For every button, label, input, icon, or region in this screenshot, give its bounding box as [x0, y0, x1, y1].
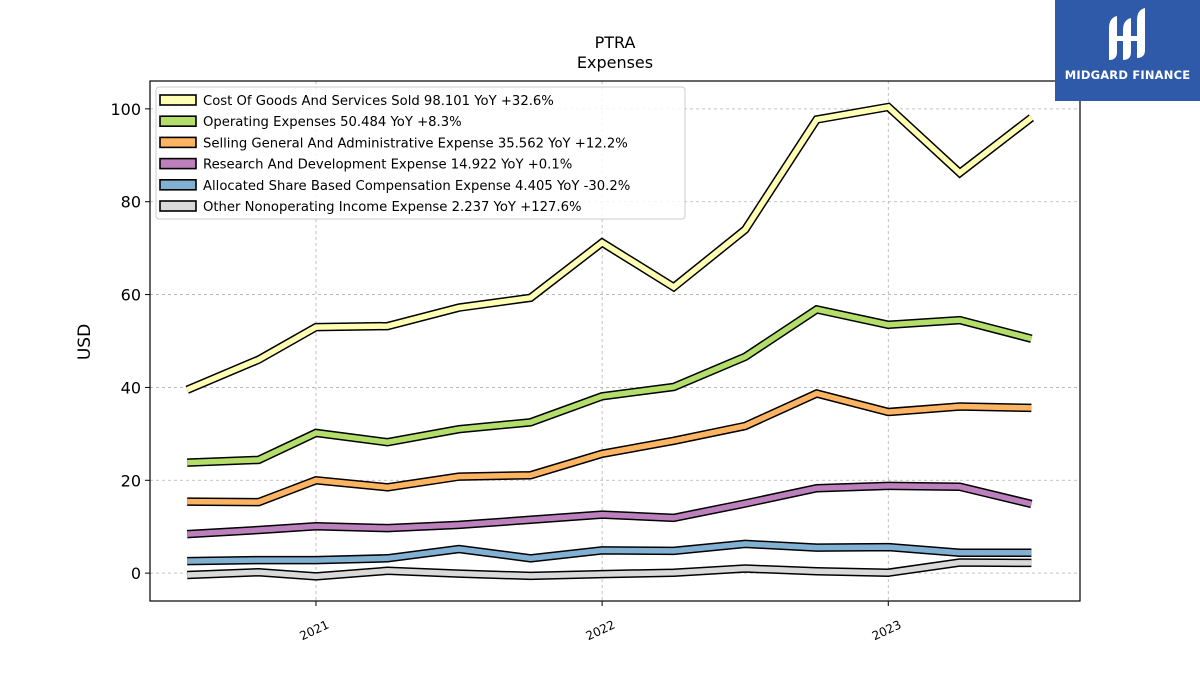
legend: Cost Of Goods And Services Sold 98.101 Y…: [155, 86, 686, 220]
legend-entry: Research And Development Expense 14.922 …: [159, 157, 572, 173]
legend-swatch: [159, 94, 197, 106]
legend-label: Allocated Share Based Compensation Expen…: [203, 179, 630, 194]
legend-box: [155, 86, 686, 220]
series-stroke: [187, 559, 1032, 580]
series-line-2: [187, 304, 1033, 467]
legend-entry: Allocated Share Based Compensation Expen…: [159, 179, 630, 194]
x-tick-label: 2021: [297, 618, 331, 644]
y-tick-label: 40: [121, 378, 141, 397]
y-tick-label: 80: [121, 193, 141, 212]
series-line-6: [187, 558, 1032, 581]
y-axis-label: USD: [75, 324, 95, 360]
series-stroke: [187, 541, 1032, 564]
series-line-4: [186, 481, 1033, 539]
series-line-5: [187, 539, 1032, 566]
series-stroke: [186, 104, 1034, 393]
legend-entry: Selling General And Administrative Expen…: [159, 136, 628, 151]
legend-entry: Other Nonoperating Income Expense 2.237 …: [159, 200, 582, 215]
x-tick-label: 2023: [870, 618, 904, 644]
midgard-logo-icon: [1109, 8, 1145, 60]
x-axis: 2021 2022 2023: [297, 601, 903, 643]
legend-swatch: [159, 179, 197, 191]
chart-subtitle: Expenses: [577, 53, 653, 72]
y-tick-label: 0: [131, 564, 141, 583]
legend-label: Cost Of Goods And Services Sold 98.101 Y…: [203, 94, 554, 109]
legend-swatch: [159, 157, 197, 170]
watermark-brand-text: MIDGARD FINANCE: [1064, 68, 1191, 82]
series-layer: [185, 102, 1034, 581]
series-line-1: [185, 102, 1034, 394]
y-tick-label: 100: [110, 100, 141, 119]
legend-label: Selling General And Administrative Expen…: [203, 136, 628, 151]
legend-swatch: [159, 136, 197, 149]
legend-swatch: [159, 115, 197, 127]
chart-title: PTRA: [595, 33, 636, 52]
series-stroke: [187, 306, 1033, 466]
y-tick-label: 60: [121, 286, 141, 305]
series-line-3: [187, 389, 1032, 507]
legend-label: Other Nonoperating Income Expense 2.237 …: [203, 200, 582, 215]
plot-frame: [149, 80, 1081, 602]
y-tick-label: 20: [121, 471, 141, 490]
series-stroke: [187, 390, 1032, 505]
series-stroke: [187, 483, 1033, 537]
legend-label: Operating Expenses 50.484 YoY +8.3%: [203, 115, 462, 130]
legend-label: Research And Development Expense 14.922 …: [203, 158, 572, 173]
legend-entry: Operating Expenses 50.484 YoY +8.3%: [159, 115, 462, 130]
legend-swatch: [159, 200, 197, 212]
y-axis: 0 20 40 60 80 100: [110, 100, 150, 583]
x-tick-label: 2022: [584, 618, 618, 644]
watermark-logo: MIDGARD FINANCE: [1055, 0, 1200, 101]
legend-entry: Cost Of Goods And Services Sold 98.101 Y…: [159, 94, 554, 109]
